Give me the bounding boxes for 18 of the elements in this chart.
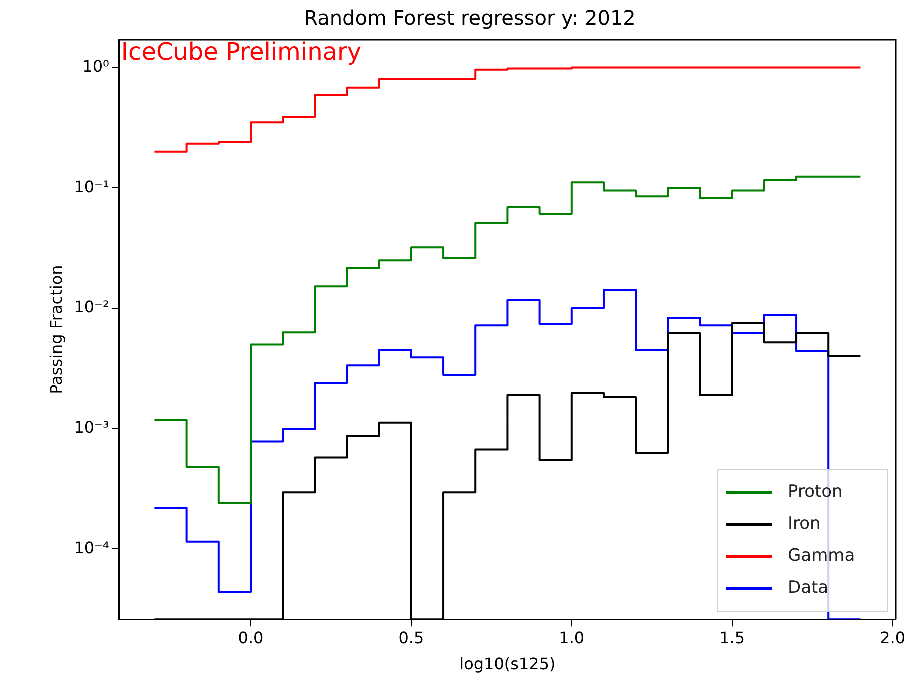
x-tick-label: 1.5 — [720, 628, 746, 648]
x-tick-label: 1.0 — [559, 628, 585, 648]
annotation: IceCube Preliminary — [121, 38, 362, 66]
x-tick-label: 2.0 — [880, 628, 906, 648]
legend-label: Proton — [788, 482, 843, 502]
chart-title: Random Forest regressor y: 2012 — [304, 6, 636, 30]
y-tick-label: 10⁻¹ — [74, 177, 110, 196]
legend-label: Gamma — [788, 546, 856, 566]
x-tick-label: 0.5 — [398, 628, 424, 648]
y-axis-title: Passing Fraction — [46, 265, 66, 394]
x-axis-title: log10(s125) — [460, 654, 556, 674]
y-tick-label: 10⁻³ — [74, 418, 110, 437]
y-tick-label: 10⁻⁴ — [74, 538, 110, 558]
y-tick-label: 10⁰ — [82, 56, 110, 76]
legend-label: Iron — [788, 514, 821, 534]
x-tick-label: 0.0 — [238, 628, 264, 648]
y-tick-label: 10⁻² — [74, 298, 110, 317]
legend-label: Data — [788, 578, 829, 598]
